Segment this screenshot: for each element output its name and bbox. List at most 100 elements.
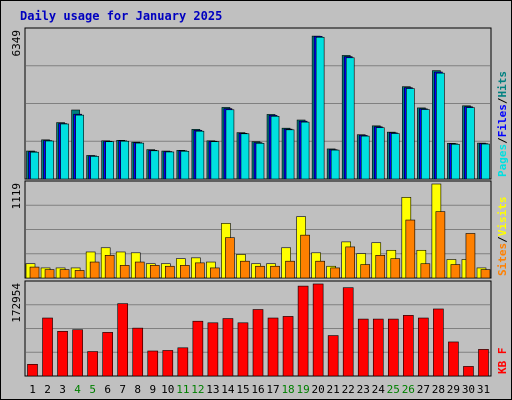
x-tick-label: 4 (74, 383, 81, 396)
bar-pages (285, 129, 295, 180)
legend-kbytes: KB F (496, 348, 509, 375)
bar-pages (270, 115, 280, 180)
y-max-label: 6349 (10, 30, 23, 57)
bar-pages (451, 143, 460, 180)
bar-sites (270, 265, 280, 279)
bar-pages (180, 150, 190, 180)
bar-sites (119, 265, 130, 279)
bar-sites (104, 255, 115, 279)
bar-kb-f (357, 318, 369, 377)
legend-hits_files_pages: Pages/Files/Hits (496, 71, 509, 177)
x-tick-label: 2 (44, 383, 51, 396)
bar-pages (240, 133, 250, 180)
bar-pages (345, 57, 355, 180)
bar-pages (45, 140, 54, 180)
x-tick-label: 16 (251, 383, 264, 396)
bar-kb-f (57, 331, 68, 377)
x-tick-label: 19 (296, 383, 309, 396)
x-tick-label: 23 (357, 383, 370, 396)
legend-visits_sites: Sites/Visits (496, 197, 509, 277)
x-tick-label: 3 (59, 383, 66, 396)
bar-sites (74, 270, 85, 279)
bar-sites (240, 260, 250, 279)
bar-sites (435, 211, 446, 279)
bar-sites (225, 237, 235, 279)
bar-pages (105, 141, 114, 180)
x-tick-label: 8 (134, 383, 141, 396)
bar-sites (345, 246, 355, 279)
bar-pages (315, 36, 325, 180)
legend-item: KB (496, 354, 509, 374)
legend-item: F (496, 348, 509, 355)
bar-kb-f (87, 351, 98, 377)
legend-item: Hits (496, 71, 509, 98)
x-tick-label: 9 (149, 383, 156, 396)
bar-sites (330, 267, 340, 279)
bar-kb-f (72, 329, 83, 377)
x-tick-label: 17 (266, 383, 279, 396)
bar-kb-f (117, 303, 129, 377)
chart-title: Daily usage for January 2025 (20, 9, 222, 23)
bar-kb-f (147, 350, 159, 377)
bar-kb-f (132, 327, 144, 377)
y-max-label: 172954 (10, 283, 23, 323)
x-tick-label: 10 (161, 383, 174, 396)
bar-sites (390, 258, 401, 279)
bar-pages (390, 133, 400, 180)
bar-sites (300, 234, 310, 279)
bar-sites (405, 219, 416, 279)
bar-sites (149, 265, 160, 279)
x-tick-label: 18 (281, 383, 294, 396)
bar-pages (300, 121, 310, 180)
bar-kb-f (312, 283, 324, 377)
legend-item: / (496, 236, 509, 243)
bar-pages (466, 107, 475, 180)
bar-kb-f (448, 341, 459, 377)
x-tick-label: 20 (312, 383, 325, 396)
bar-pages (481, 143, 490, 180)
bar-kb-f (418, 317, 429, 377)
bar-sites (195, 262, 205, 279)
bar-pages (120, 140, 130, 180)
x-tick-label: 22 (342, 383, 355, 396)
bar-pages (90, 156, 99, 180)
bar-sites (165, 265, 175, 279)
bar-sites (134, 261, 145, 279)
bar-kb-f (387, 318, 399, 377)
bar-sites (420, 263, 431, 279)
bar-sites (180, 265, 190, 279)
x-tick-label: 5 (89, 383, 96, 396)
bar-sites (285, 260, 295, 279)
bar-pages (330, 149, 340, 180)
bar-sites (315, 260, 325, 279)
bar-kb-f (42, 317, 53, 377)
x-tick-label: 7 (119, 383, 126, 396)
bar-kb-f (297, 285, 309, 377)
bar-kb-f (27, 363, 38, 377)
bar-sites (44, 269, 55, 279)
bar-pages (165, 151, 175, 180)
bar-pages (225, 109, 235, 180)
x-tick-label: 12 (191, 383, 204, 396)
bar-kb-f (282, 316, 294, 377)
bar-kb-f (252, 309, 264, 377)
legend-item: / (496, 97, 509, 104)
bar-sites (255, 265, 265, 279)
legend-item: Sites (496, 243, 509, 276)
bar-kb-f (177, 347, 189, 377)
bar-pages (436, 72, 445, 180)
bar-pages (210, 141, 220, 180)
legend-item: Visits (496, 197, 509, 237)
bar-sites (480, 269, 491, 279)
bar-sites (450, 264, 461, 279)
x-tick-label: 6 (104, 383, 111, 396)
bar-kb-f (237, 322, 249, 377)
bar-pages (360, 135, 370, 180)
bar-sites (210, 267, 220, 279)
x-tick-label: 1 (29, 383, 36, 396)
x-tick-label: 31 (477, 383, 490, 396)
bar-pages (421, 109, 430, 180)
bar-sites (89, 261, 100, 279)
